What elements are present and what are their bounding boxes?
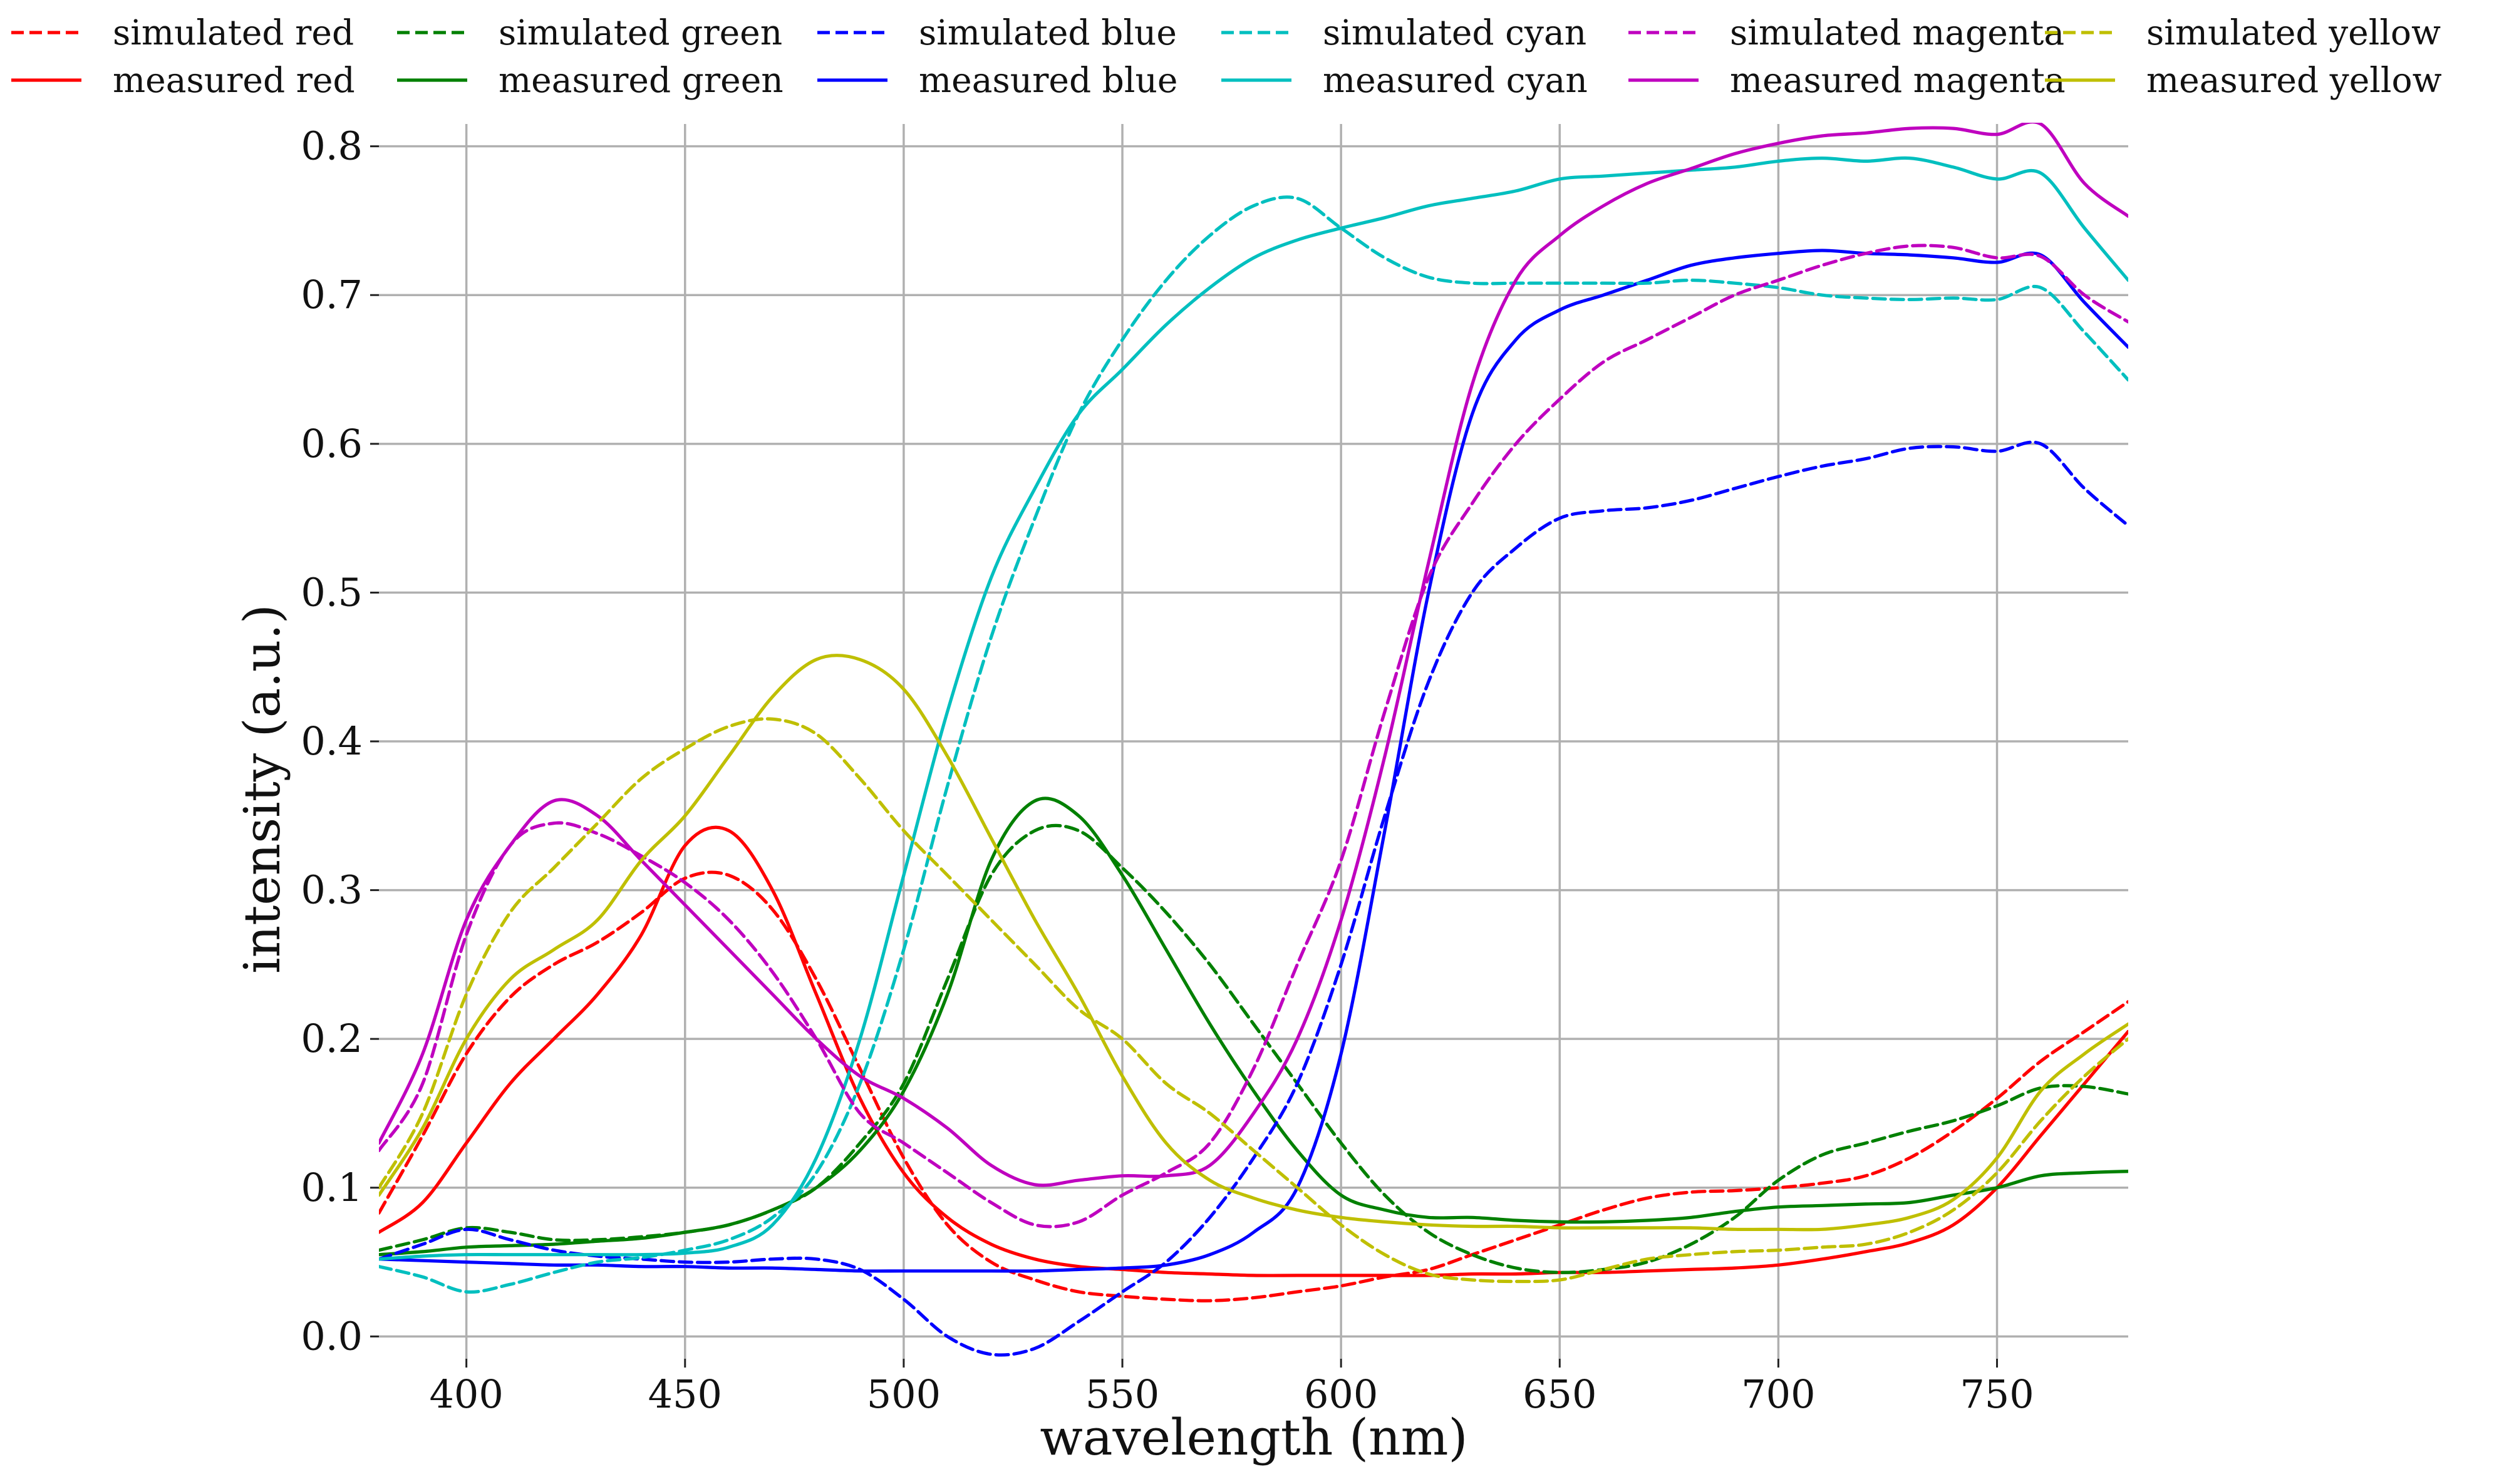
series-line-measured-green — [379, 796, 2128, 1257]
x-tick-label: 650 — [1523, 1371, 1596, 1417]
legend: simulated red measured red simulated green… — [11, 13, 2442, 100]
legend-label-measured-red: measured red — [113, 60, 355, 100]
series-line-measured-yellow — [379, 654, 2128, 1232]
y-tick-label: 0.5 — [301, 569, 363, 615]
legend-label-simulated-cyan: simulated cyan — [1323, 13, 1586, 53]
legend-label-simulated-green: simulated green — [499, 13, 782, 53]
series-line-measured-blue — [379, 249, 2128, 1273]
legend-label-simulated-magenta: simulated magenta — [1730, 13, 2064, 53]
x-tick-label: 750 — [1960, 1371, 2034, 1417]
legend-label-measured-magenta: measured magenta — [1730, 60, 2066, 100]
y-tick-label: 0.6 — [301, 421, 363, 466]
legend-label-measured-cyan: measured cyan — [1323, 60, 1588, 100]
series-line-measured-magenta — [379, 123, 2128, 1187]
series-line-simulated-cyan — [379, 195, 2128, 1294]
y-tick-label: 0.2 — [301, 1016, 363, 1061]
legend-label-simulated-red: simulated red — [113, 13, 354, 53]
y-tick-label: 0.3 — [301, 867, 363, 913]
series-line-measured-red — [379, 825, 2128, 1277]
x-tick-label: 550 — [1085, 1371, 1159, 1417]
series-line-simulated-yellow — [379, 717, 2128, 1284]
y-tick-label: 0.7 — [301, 272, 363, 317]
y-tick-label: 0.1 — [301, 1165, 363, 1210]
legend-label-measured-yellow: measured yellow — [2146, 60, 2442, 100]
y-tick-label: 0.8 — [301, 123, 363, 169]
x-axis-title: wavelength (nm) — [1040, 1408, 1467, 1466]
x-tick-label: 500 — [867, 1371, 941, 1417]
legend-label-simulated-yellow: simulated yellow — [2146, 13, 2441, 53]
series-line-measured-cyan — [379, 156, 2128, 1261]
x-tick-label: 600 — [1304, 1371, 1378, 1417]
y-tick-label: 0.0 — [301, 1313, 363, 1359]
x-tick-label: 400 — [429, 1371, 503, 1417]
axes: 400 450 500 550 600 650 700 750 0.0 0.1 0.2 0.3 0.4 0… — [301, 123, 2034, 1417]
series-line-simulated-red — [379, 870, 2128, 1302]
series-line-simulated-magenta — [379, 244, 2128, 1229]
x-tick-label: 450 — [648, 1371, 722, 1417]
y-tick-label: 0.4 — [301, 718, 363, 764]
y-axis-title: intensity (a.u.) — [233, 604, 291, 974]
grid — [379, 124, 2128, 1359]
legend-label-measured-blue: measured blue — [919, 60, 1177, 100]
x-tick-label: 700 — [1741, 1371, 1815, 1417]
legend-label-measured-green: measured green — [499, 60, 784, 100]
legend-label-simulated-blue: simulated blue — [919, 13, 1177, 53]
series-lines — [379, 123, 2128, 1357]
series-line-simulated-blue — [379, 440, 2128, 1357]
